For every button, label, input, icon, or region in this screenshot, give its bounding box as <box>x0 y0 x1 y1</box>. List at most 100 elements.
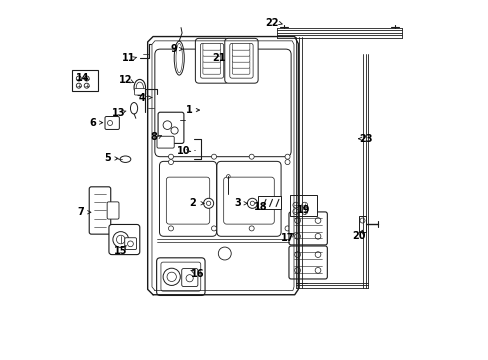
Bar <box>72 69 98 91</box>
Circle shape <box>127 241 133 247</box>
Circle shape <box>185 275 193 282</box>
Circle shape <box>247 198 257 208</box>
Ellipse shape <box>120 156 131 162</box>
FancyBboxPatch shape <box>156 258 204 296</box>
Bar <box>258 196 281 210</box>
Text: 8: 8 <box>150 132 157 142</box>
FancyBboxPatch shape <box>229 43 253 78</box>
Circle shape <box>292 202 298 208</box>
Circle shape <box>168 159 173 165</box>
Circle shape <box>314 218 320 224</box>
FancyBboxPatch shape <box>124 238 136 249</box>
Circle shape <box>116 235 125 244</box>
Text: 9: 9 <box>170 44 177 54</box>
Circle shape <box>76 76 81 81</box>
Text: 11: 11 <box>122 53 136 63</box>
FancyBboxPatch shape <box>161 262 201 291</box>
Circle shape <box>314 252 320 257</box>
Circle shape <box>206 201 210 206</box>
FancyBboxPatch shape <box>109 225 140 255</box>
Circle shape <box>285 159 289 165</box>
Circle shape <box>359 218 364 223</box>
Text: 7: 7 <box>77 207 84 217</box>
Circle shape <box>84 83 89 88</box>
FancyBboxPatch shape <box>217 161 281 236</box>
Circle shape <box>76 83 81 88</box>
Text: 5: 5 <box>104 153 111 163</box>
Circle shape <box>285 226 289 231</box>
FancyBboxPatch shape <box>157 136 174 148</box>
Ellipse shape <box>176 43 182 73</box>
Circle shape <box>292 209 298 215</box>
Circle shape <box>163 121 171 130</box>
FancyBboxPatch shape <box>159 161 216 236</box>
FancyBboxPatch shape <box>89 187 110 234</box>
FancyBboxPatch shape <box>203 62 220 68</box>
Text: 6: 6 <box>89 118 96 128</box>
Circle shape <box>226 175 230 178</box>
FancyBboxPatch shape <box>288 246 326 279</box>
FancyBboxPatch shape <box>203 67 220 74</box>
FancyBboxPatch shape <box>232 55 249 62</box>
FancyBboxPatch shape <box>203 55 220 62</box>
Circle shape <box>249 154 254 159</box>
Circle shape <box>107 121 112 126</box>
FancyBboxPatch shape <box>203 49 220 56</box>
Text: 21: 21 <box>212 53 225 63</box>
Circle shape <box>249 226 254 231</box>
FancyBboxPatch shape <box>182 269 198 287</box>
Circle shape <box>168 226 173 231</box>
FancyBboxPatch shape <box>134 89 145 95</box>
Circle shape <box>211 154 216 159</box>
Text: 10: 10 <box>177 146 190 156</box>
Text: 22: 22 <box>265 18 279 28</box>
FancyBboxPatch shape <box>158 112 183 143</box>
Text: 4: 4 <box>139 93 145 103</box>
FancyBboxPatch shape <box>232 43 249 50</box>
Circle shape <box>167 272 176 282</box>
Circle shape <box>211 226 216 231</box>
Text: 23: 23 <box>359 134 372 144</box>
FancyBboxPatch shape <box>232 67 249 74</box>
FancyBboxPatch shape <box>203 43 220 50</box>
Text: 3: 3 <box>233 198 240 208</box>
Circle shape <box>84 76 89 81</box>
Circle shape <box>203 198 213 208</box>
Ellipse shape <box>136 82 143 93</box>
Circle shape <box>294 218 300 224</box>
Circle shape <box>285 154 289 159</box>
Text: 15: 15 <box>114 246 127 256</box>
Circle shape <box>163 268 180 285</box>
FancyBboxPatch shape <box>224 39 258 83</box>
FancyBboxPatch shape <box>195 39 228 83</box>
Circle shape <box>171 127 178 134</box>
Bar <box>290 195 317 216</box>
Circle shape <box>301 209 307 215</box>
FancyBboxPatch shape <box>288 212 326 245</box>
Circle shape <box>168 154 173 159</box>
Text: 1: 1 <box>185 105 192 115</box>
FancyBboxPatch shape <box>223 177 274 224</box>
FancyBboxPatch shape <box>107 202 119 219</box>
Text: 2: 2 <box>189 198 196 208</box>
Text: 19: 19 <box>296 206 310 216</box>
FancyBboxPatch shape <box>232 62 249 68</box>
FancyBboxPatch shape <box>232 49 249 56</box>
Text: 18: 18 <box>253 202 267 212</box>
Ellipse shape <box>134 80 145 95</box>
Circle shape <box>314 267 320 273</box>
Text: 17: 17 <box>280 233 294 243</box>
Text: 12: 12 <box>119 75 132 85</box>
Text: 16: 16 <box>191 269 204 279</box>
Circle shape <box>301 202 307 208</box>
Ellipse shape <box>174 41 184 75</box>
Text: 20: 20 <box>352 231 365 240</box>
Circle shape <box>314 233 320 239</box>
FancyBboxPatch shape <box>200 43 223 78</box>
FancyBboxPatch shape <box>155 49 290 157</box>
Circle shape <box>113 231 128 247</box>
Circle shape <box>218 247 231 260</box>
Circle shape <box>250 201 254 206</box>
Text: 13: 13 <box>111 108 125 118</box>
FancyBboxPatch shape <box>166 177 209 224</box>
